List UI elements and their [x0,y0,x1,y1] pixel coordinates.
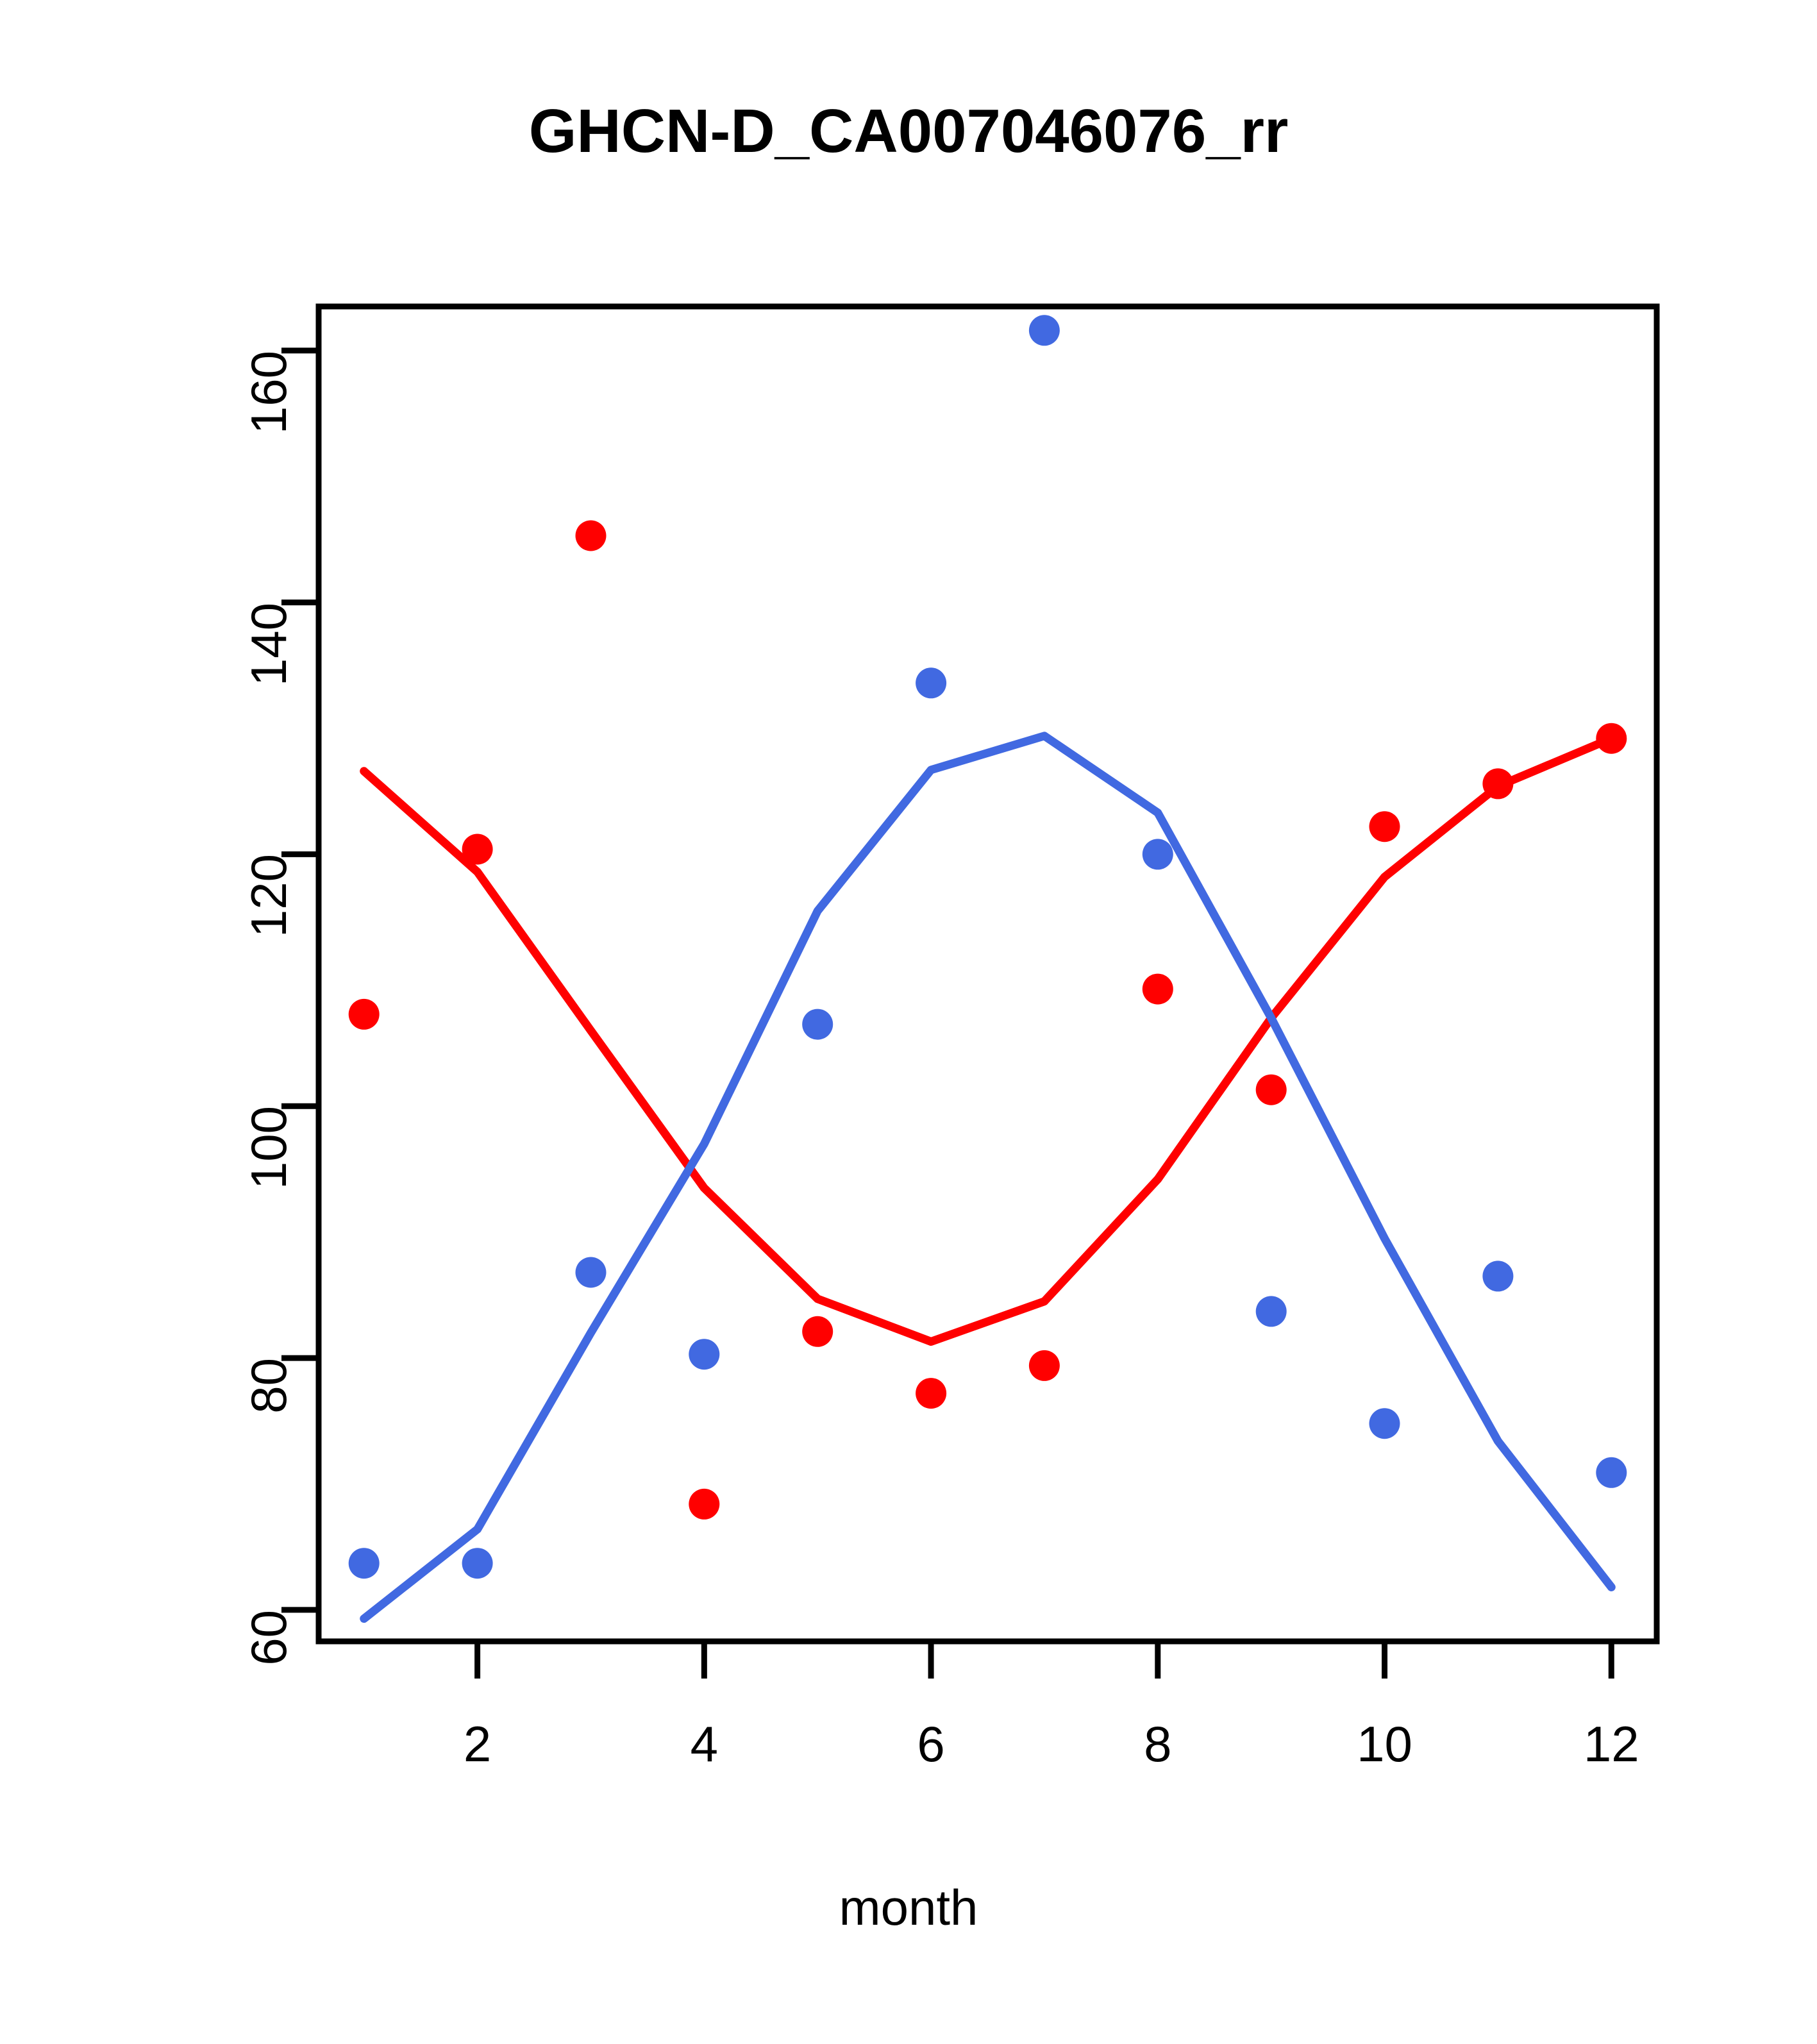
series-line-red-line [360,734,1616,1346]
data-point-red-points-10 [1369,811,1400,842]
data-point-blue-points-9 [1255,1296,1287,1327]
series-line-blue-line [360,732,1616,1623]
data-point-red-points-3 [575,520,607,551]
data-point-blue-points-6 [916,667,947,699]
x-tick-label-10: 10 [1357,1716,1412,1772]
x-tick-label-4: 4 [690,1716,719,1772]
x-tick-label-12: 12 [1583,1716,1639,1772]
data-point-red-points-8 [1142,973,1173,1005]
series-layer [348,315,1627,1623]
data-point-red-points-5 [802,1316,833,1347]
x-tick-label-6: 6 [917,1716,945,1772]
y-tick-label-160: 160 [240,350,297,434]
data-point-blue-points-7 [1028,315,1060,346]
data-point-red-points-9 [1255,1074,1287,1105]
data-point-blue-points-8 [1142,839,1173,870]
data-point-blue-points-12 [1596,1457,1627,1488]
data-point-red-points-2 [462,834,493,865]
plot-border [315,303,1660,1645]
data-point-blue-points-5 [802,1009,833,1040]
data-point-blue-points-2 [462,1548,493,1579]
y-tick-label-120: 120 [240,854,297,938]
data-point-red-points-4 [689,1488,720,1520]
y-tick-label-60: 60 [240,1609,297,1666]
data-point-blue-points-10 [1369,1408,1400,1439]
data-point-red-points-7 [1028,1350,1060,1381]
data-point-blue-points-11 [1482,1261,1514,1292]
y-tick-label-140: 140 [240,602,297,686]
y-tick-label-100: 100 [240,1106,297,1190]
x-axis-title: month [839,1879,978,1936]
y-tick-label-80: 80 [240,1358,297,1414]
page-title: GHCN-D_CA007046076_rr [528,97,1289,165]
data-point-blue-points-4 [689,1339,720,1370]
data-point-blue-points-1 [348,1548,380,1579]
x-tick-label-2: 2 [463,1716,492,1772]
data-point-red-points-1 [348,998,380,1030]
x-tick-label-8: 8 [1144,1716,1172,1772]
axis-ticks [281,348,1614,1679]
data-point-blue-points-3 [575,1257,607,1288]
plot-frame [315,303,1660,1645]
data-point-red-points-6 [916,1378,947,1409]
